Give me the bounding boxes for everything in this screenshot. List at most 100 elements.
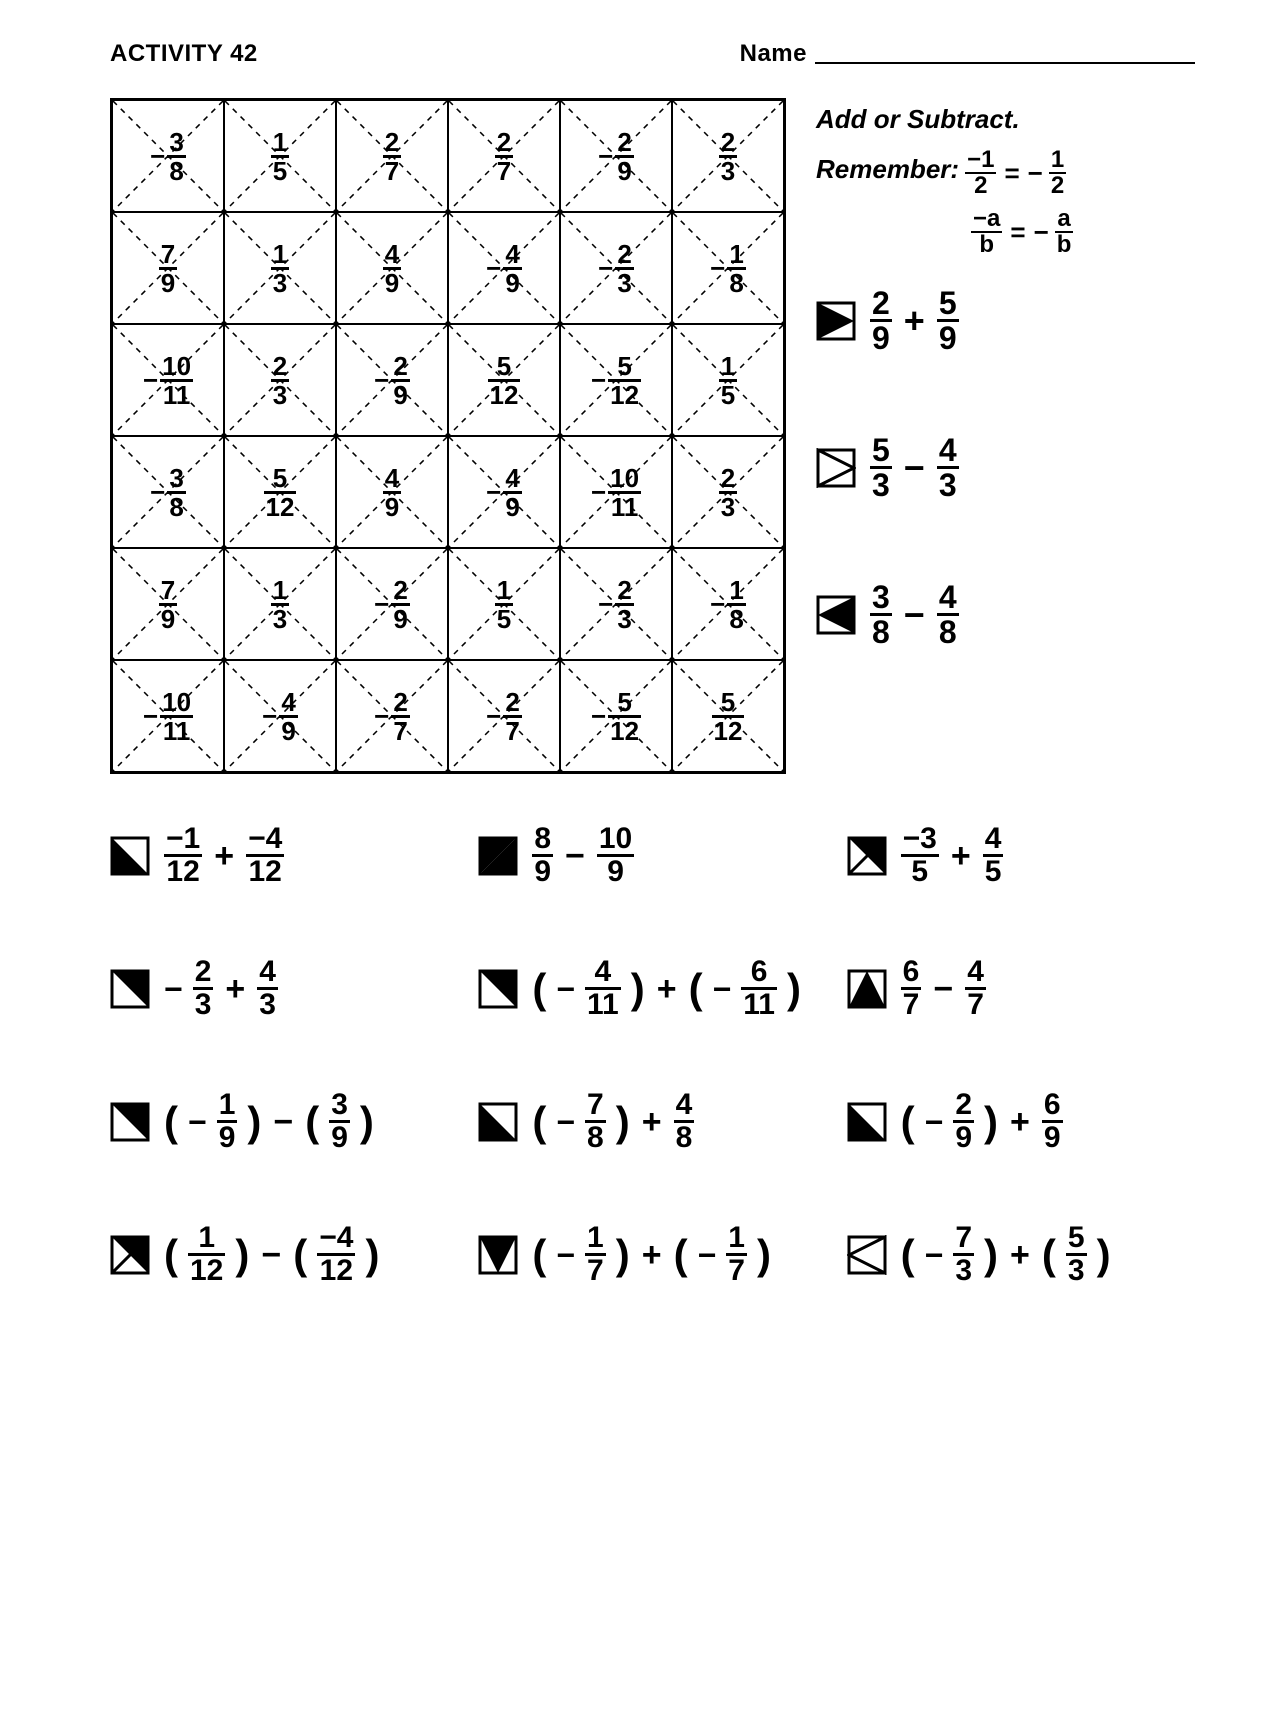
operator: + xyxy=(1008,1238,1032,1272)
minus-sign: − xyxy=(556,1106,575,1138)
grid-cell: 512 xyxy=(448,324,560,436)
fraction: 48 xyxy=(674,1090,695,1153)
problem: 29+59 xyxy=(816,287,1073,354)
reminder-equation-2: −ab=−ab xyxy=(971,200,1073,257)
tri-right-o-icon xyxy=(816,448,856,488)
paren: ( xyxy=(293,1234,307,1276)
fraction: 512 xyxy=(712,689,745,744)
operator: − xyxy=(902,450,927,486)
grid-cell: −18 xyxy=(672,212,785,324)
grid-cell: −29 xyxy=(336,548,448,660)
fraction: 15 xyxy=(271,129,289,184)
minus-sign: − xyxy=(556,973,575,1005)
paren: ( xyxy=(1042,1234,1056,1276)
instruction-line1: Add or Subtract. xyxy=(816,102,1073,137)
paren: ) xyxy=(616,1234,630,1276)
equals-sign: = xyxy=(1008,219,1027,245)
paren: ( xyxy=(532,1234,546,1276)
fraction: 1011 xyxy=(160,689,193,744)
problem: (112)−(−412) xyxy=(110,1223,458,1286)
operator: + xyxy=(640,1105,664,1139)
minus-sign: − xyxy=(556,1239,575,1271)
minus-sign: − xyxy=(591,367,606,393)
fraction: 69 xyxy=(1042,1090,1063,1153)
side-problems: 29+5953−4338−48 xyxy=(816,287,1073,648)
paren: ( xyxy=(532,968,546,1010)
fraction: 49 xyxy=(503,465,521,520)
diag-tr-icon xyxy=(847,836,887,876)
answer-grid: −38 15 27 27 −29 23 79 13 xyxy=(110,98,786,774)
grid-cell: −27 xyxy=(448,660,560,773)
fraction: −412 xyxy=(246,824,284,887)
paren: ) xyxy=(360,1101,374,1143)
problem: 38−48 xyxy=(816,581,1073,648)
problem: −35+45 xyxy=(847,824,1195,887)
fraction: 43 xyxy=(257,957,278,1020)
fraction: 17 xyxy=(585,1223,606,1286)
grid-cell: 23 xyxy=(672,436,785,548)
fraction: 27 xyxy=(495,129,513,184)
diag-tr-icon xyxy=(110,1235,150,1275)
fraction: 23 xyxy=(615,241,633,296)
grid-cell: −29 xyxy=(336,324,448,436)
paren: ) xyxy=(787,968,801,1010)
grid-cell: −1011 xyxy=(560,436,672,548)
fraction: 15 xyxy=(719,353,737,408)
minus-sign: − xyxy=(1028,160,1043,186)
fraction: −12 xyxy=(965,148,996,198)
worksheet-header: ACTIVITY 42 Name xyxy=(110,40,1195,68)
fraction: 73 xyxy=(953,1223,974,1286)
diag-tl-br-icon xyxy=(478,836,518,876)
fraction: −35 xyxy=(901,824,939,887)
fraction: ab xyxy=(1055,207,1074,257)
fraction: 27 xyxy=(503,689,521,744)
diag-bl-icon xyxy=(110,836,150,876)
problem: 89−109 xyxy=(478,824,826,887)
fraction: −412 xyxy=(317,1223,355,1286)
diag-bl-icon xyxy=(478,1102,518,1142)
fraction: 18 xyxy=(727,577,745,632)
fraction: 27 xyxy=(391,689,409,744)
minus-sign: − xyxy=(150,479,165,505)
grid-cell: 15 xyxy=(224,100,336,213)
paren: ( xyxy=(164,1101,178,1143)
tri-bl-icon xyxy=(847,969,887,1009)
name-underline[interactable] xyxy=(815,62,1195,64)
grid-cell: 13 xyxy=(224,212,336,324)
fraction: 47 xyxy=(965,957,986,1020)
fraction: 12 xyxy=(1049,148,1066,198)
fraction: 79 xyxy=(159,577,177,632)
grid-cell: −29 xyxy=(560,100,672,213)
fraction: 1011 xyxy=(160,353,193,408)
operator: + xyxy=(212,839,236,873)
paren: ) xyxy=(984,1101,998,1143)
paren: ( xyxy=(164,1234,178,1276)
problem: −112+−412 xyxy=(110,824,458,887)
equals-sign: = xyxy=(1002,160,1021,186)
fraction: 38 xyxy=(870,581,892,648)
problem: (−411)+(−611) xyxy=(478,957,826,1020)
minus-sign: − xyxy=(143,367,158,393)
minus-sign: − xyxy=(486,255,501,281)
name-field: Name xyxy=(740,40,1195,68)
grid-cell: −23 xyxy=(560,548,672,660)
grid-cell: −49 xyxy=(448,212,560,324)
problem: (−17)+(−17) xyxy=(478,1223,826,1286)
name-label: Name xyxy=(740,40,807,68)
fraction: 29 xyxy=(870,287,892,354)
operator: + xyxy=(223,972,247,1006)
minus-sign: − xyxy=(150,143,165,169)
minus-sign: − xyxy=(598,255,613,281)
grid-cell: −49 xyxy=(448,436,560,548)
problem: −23+43 xyxy=(110,957,458,1020)
minus-sign: − xyxy=(591,479,606,505)
problem: (−73)+(53) xyxy=(847,1223,1195,1286)
fraction: 512 xyxy=(264,465,297,520)
fraction: 109 xyxy=(597,824,634,887)
fraction: 45 xyxy=(983,824,1004,887)
diag-tr-s-icon xyxy=(478,969,518,1009)
minus-sign: − xyxy=(598,143,613,169)
grid-cell: 13 xyxy=(224,548,336,660)
paren: ( xyxy=(689,968,703,1010)
fraction: 29 xyxy=(615,129,633,184)
